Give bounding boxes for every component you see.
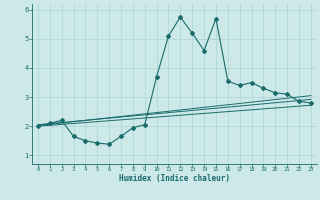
X-axis label: Humidex (Indice chaleur): Humidex (Indice chaleur) bbox=[119, 174, 230, 183]
